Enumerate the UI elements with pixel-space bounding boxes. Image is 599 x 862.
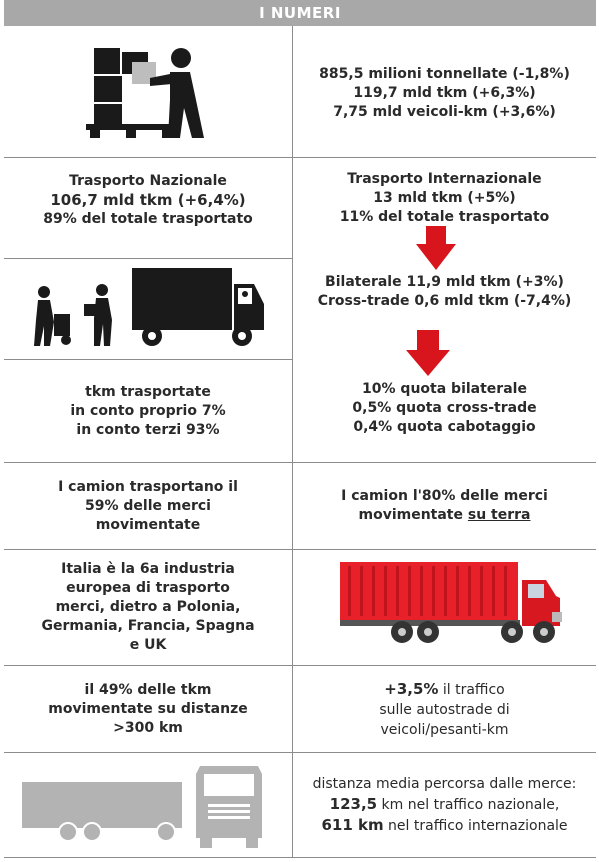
trucks-share-line3: movimentate: [95, 516, 201, 533]
row-divider: [4, 857, 596, 858]
avg-distance-line3: 611 km nel traffico internazionale: [321, 816, 568, 834]
on-land-text: su terra: [467, 507, 531, 523]
gray-truck-icon: [22, 766, 262, 848]
bilateral-tkm: Bilaterale 11,9 mld tkm (+3%): [325, 274, 564, 290]
quota-bilateral: 10% quota bilaterale: [362, 380, 527, 397]
trucks-share-cell: I camion trasportano il 59% delle merci …: [4, 465, 292, 547]
totals-cell: 885,5 milioni tonnellate (-1,8%) 119,7 m…: [293, 30, 596, 156]
italy-ranking-cell: Italia è la 6a industria europea di tras…: [4, 552, 292, 663]
italy-line2: europea di trasporto: [66, 580, 230, 596]
international-tkm: 13 mld tkm (+5%): [373, 190, 516, 206]
national-share: 89% del totale trasportato: [43, 211, 253, 227]
distance-line2: movimentate su distanze: [48, 700, 248, 717]
row-divider: [4, 462, 596, 463]
national-tkm: 106,7 mld tkm (+6,4%): [50, 191, 246, 209]
motorway-line2: sulle autostrade di: [379, 701, 510, 718]
distance-share-cell: il 49% delle tkm movimentate su distanze…: [4, 668, 292, 750]
trucks-share-line1: I camion trasportano il: [58, 478, 238, 495]
totals-vehicle-km: 7,75 mld veicoli-km (+3,6%): [333, 103, 556, 120]
row-divider: [4, 258, 292, 259]
avg-distance-line1: distanza media percorsa dalle merce:: [312, 776, 577, 792]
third-party-share: in conto terzi 93%: [76, 421, 220, 438]
row-divider: [4, 359, 292, 360]
workers-truck-icon: [34, 268, 264, 346]
column-divider: [292, 26, 293, 858]
distance-line3: >300 km: [113, 719, 183, 736]
down-arrow-icon: [416, 226, 456, 270]
international-share: 11% del totale trasportato: [339, 209, 550, 225]
crosstrade-tkm: Cross-trade 0,6 mld tkm (-7,4%): [317, 293, 572, 309]
trucks-land-cell: I camion l'80% delle merci movimentate s…: [293, 465, 596, 547]
international-title: Trasporto Internazionale: [347, 171, 542, 187]
row-divider: [4, 752, 596, 753]
national-title: Trasporto Nazionale: [69, 173, 227, 189]
own-account-cell: tkm trasportate in conto proprio 7% in c…: [4, 362, 292, 460]
motorway-line1: +3,5% il traffico: [384, 679, 505, 698]
red-container-truck-icon: [340, 562, 562, 643]
motorway-line3: veicoli/pesanti-km: [380, 721, 509, 738]
totals-tkm: 119,7 mld tkm (+6,3%): [353, 84, 536, 101]
italy-line5: e UK: [129, 637, 167, 653]
italy-line3: merci, dietro a Polonia,: [55, 599, 241, 615]
international-transport-cell: Trasporto Internazionale 13 mld tkm (+5%…: [293, 160, 596, 230]
row-divider: [4, 157, 596, 158]
own-account-share: in conto proprio 7%: [70, 402, 226, 419]
down-arrow-icon: [406, 330, 450, 376]
totals-tonnes: 885,5 milioni tonnellate (-1,8%): [319, 65, 570, 82]
italy-line1: Italia è la 6a industria: [61, 561, 235, 577]
trucks-share-line2: 59% delle merci: [85, 497, 211, 514]
quota-crosstrade: 0,5% quota cross-trade: [352, 399, 537, 416]
header-title: I NUMERI: [4, 0, 596, 26]
average-distance-cell: distanza media percorsa dalle merce: 123…: [293, 755, 596, 855]
worker-pallet-icon: [86, 48, 204, 138]
national-transport-cell: Trasporto Nazionale 106,7 mld tkm (+6,4%…: [4, 160, 292, 256]
row-divider: [4, 549, 596, 550]
trucks-land-line2: movimentate su terra: [358, 507, 531, 523]
italy-line4: Germania, Francia, Spagna: [41, 618, 255, 634]
motorway-traffic-cell: +3,5% il traffico sulle autostrade di ve…: [293, 668, 596, 750]
bilateral-crosstrade-cell: Bilaterale 11,9 mld tkm (+3%) Cross-trad…: [293, 268, 596, 316]
avg-distance-line2: 123,5 km nel traffico nazionale,: [329, 795, 560, 813]
trucks-land-line1: I camion l'80% delle merci: [341, 488, 548, 504]
quotas-cell: 10% quota bilaterale 0,5% quota cross-tr…: [293, 376, 596, 440]
tkm-transported: tkm trasportate: [85, 383, 211, 400]
distance-line1: il 49% delle tkm: [84, 681, 212, 698]
row-divider: [4, 665, 596, 666]
quota-cabotage: 0,4% quota cabotaggio: [353, 418, 536, 435]
